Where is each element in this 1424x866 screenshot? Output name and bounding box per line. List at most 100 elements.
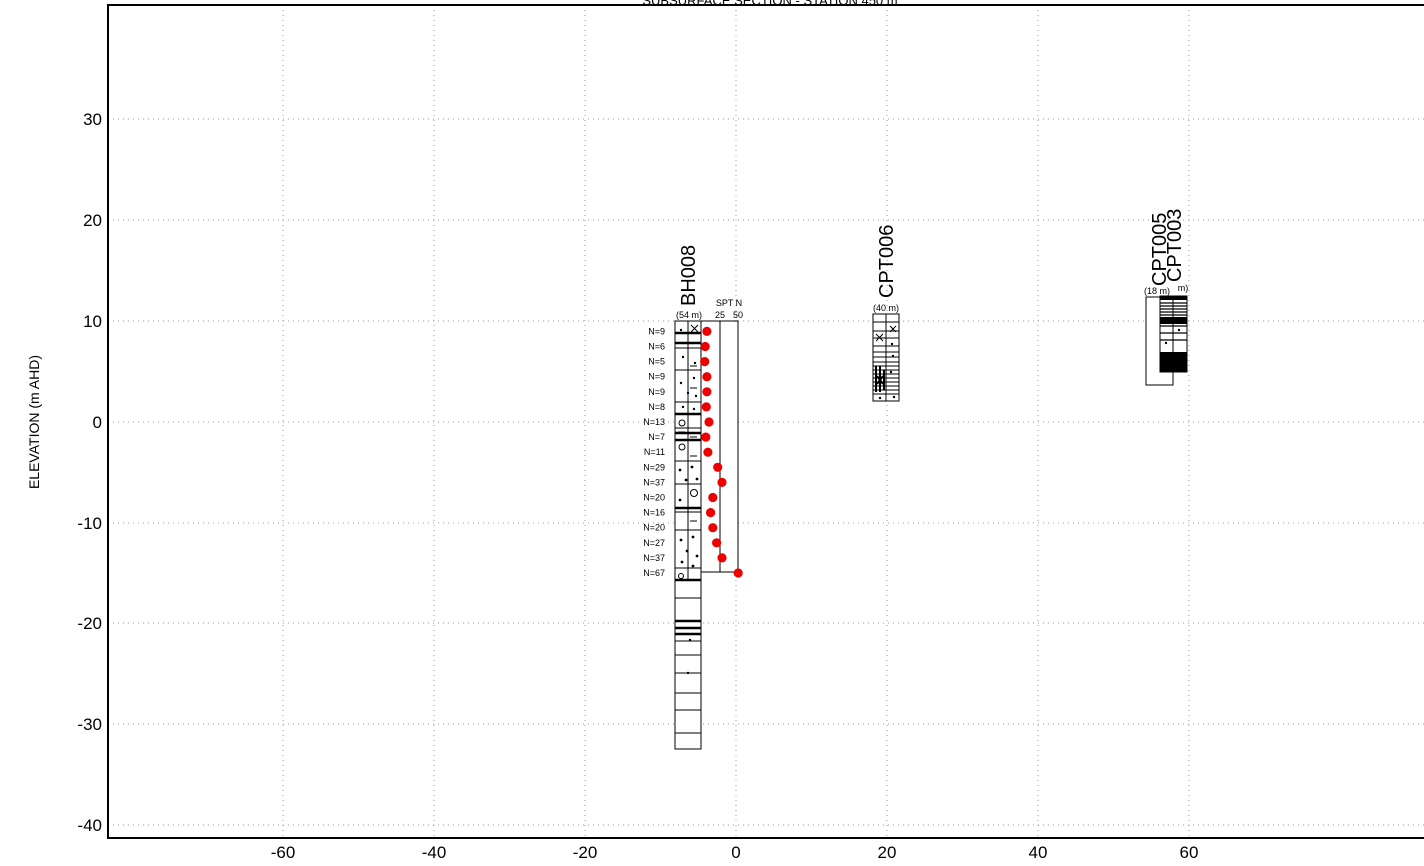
y-tick-label: -40 — [77, 816, 102, 835]
sand-dot — [681, 405, 685, 409]
y-tick-label: -10 — [77, 514, 102, 533]
cpt-cpt003[interactable]: CPT003 m) — [1159, 209, 1189, 373]
spt-point — [706, 507, 716, 518]
borehole-id: BH008 — [678, 245, 700, 306]
cpt-cpt006[interactable]: CPT006 (40 m) — [872, 225, 900, 402]
spt-value-label: N=13 — [643, 417, 665, 427]
spt-value-label: N=9 — [648, 326, 665, 336]
borehole-layers — [675, 331, 701, 734]
spt-value-label: N=20 — [643, 523, 665, 533]
spt-point — [708, 492, 718, 503]
spt-points — [700, 326, 743, 578]
spt-point — [708, 523, 718, 533]
fill-cross — [690, 324, 699, 333]
borehole-offset: (40 m) — [873, 303, 899, 313]
spt-point — [717, 553, 727, 563]
spt-value-label: N=20 — [643, 493, 665, 503]
spt-value-label: N=9 — [648, 387, 665, 397]
spt-value-label: N=5 — [648, 357, 665, 367]
spt-value-label: N=37 — [643, 553, 665, 563]
fill-cross — [875, 325, 897, 342]
sand-dot — [892, 395, 896, 399]
horizontal-gridlines — [108, 118, 1424, 826]
sand-dot — [688, 638, 692, 642]
spt-scale-label: 50 — [733, 310, 743, 320]
spt-value-label: N=7 — [648, 432, 665, 442]
sand-dot — [891, 354, 895, 358]
cpt-layers — [873, 321, 899, 400]
spt-value-label: N=8 — [648, 402, 665, 412]
x-tick-label: 20 — [878, 843, 897, 862]
sand-dot — [678, 468, 682, 472]
spt-point — [702, 326, 712, 336]
spt-point — [702, 387, 712, 397]
spt-value-label: N=16 — [643, 508, 665, 518]
x-tick-label: -20 — [573, 843, 598, 862]
sand-dot — [679, 538, 683, 542]
sand-dot — [686, 671, 690, 675]
sand-dot — [692, 407, 696, 411]
spt-labels: N=9 N=6 N=5 N=9 N=9 N=8 N=13 N=7 N=11 N=29 N=37 N=2… — [643, 326, 665, 578]
spt-point — [700, 357, 710, 367]
sand-dot — [889, 370, 893, 374]
spt-point — [704, 417, 714, 427]
x-tick-label: 60 — [1180, 843, 1199, 862]
gravel-circle — [690, 489, 698, 497]
borehole-id: CPT006 — [876, 225, 898, 298]
spt-scale-label: 25 — [715, 310, 725, 320]
sand-dot — [681, 355, 685, 359]
cpt-hatch — [873, 321, 899, 395]
spt-value-label: N=27 — [643, 538, 665, 548]
sand-dot — [1164, 341, 1168, 345]
x-tick-label: -40 — [422, 843, 447, 862]
sand-dot — [878, 396, 882, 400]
spt-point — [701, 432, 711, 442]
spt-point — [717, 477, 727, 487]
sand-dot — [680, 560, 684, 564]
spt-point — [701, 402, 711, 412]
sand-dot — [890, 342, 894, 346]
y-tick-label: -30 — [77, 715, 102, 734]
y-axis-title: ELEVATION (m AHD) — [26, 355, 42, 489]
borehole-bh008[interactable]: BH008 (54 m) — [643, 245, 743, 750]
y-tick-label: 30 — [83, 110, 102, 129]
borehole-offset: (54 m) — [676, 310, 702, 320]
spt-point — [703, 447, 713, 457]
sand-dot — [685, 549, 689, 553]
spt-point — [700, 341, 710, 352]
spt-value-label: N=6 — [648, 342, 665, 352]
spt-value-label: N=29 — [643, 462, 665, 472]
borehole-offset: (18 m) — [1144, 286, 1170, 296]
x-tick-label: -60 — [271, 843, 296, 862]
sand-dot — [686, 391, 690, 395]
x-tick-label: 0 — [731, 843, 740, 862]
cpt-layers — [1160, 296, 1187, 372]
sand-dot — [691, 564, 695, 568]
clay-dash — [678, 365, 697, 522]
spt-graph-title: SPT N — [716, 298, 742, 308]
y-tick-label: 0 — [93, 413, 102, 432]
borehole-hatching — [678, 324, 699, 675]
sand-dot — [678, 498, 682, 502]
borehole-id: CPT003 — [1164, 209, 1186, 282]
sand-dot — [1177, 328, 1181, 332]
sand-dot — [695, 554, 699, 558]
spt-point — [733, 568, 743, 578]
spt-point — [712, 538, 722, 548]
cpt-hatch-thick — [875, 366, 885, 392]
plot-frame — [107, 4, 1424, 839]
gravel-circle — [678, 443, 686, 451]
gravel-circle — [678, 419, 686, 427]
sand-dot — [690, 465, 694, 469]
sand-dot — [694, 394, 698, 398]
spt-value-label: N=67 — [643, 568, 665, 578]
gravel-circle — [678, 573, 684, 579]
sand-dot — [691, 535, 695, 539]
borehole-offset: m) — [1178, 283, 1189, 293]
sand-dot — [679, 381, 683, 385]
spt-point — [702, 372, 712, 382]
spt-point — [713, 462, 723, 472]
sand-dot — [679, 328, 683, 332]
sand-dot — [693, 361, 697, 365]
sand-dot — [695, 477, 699, 481]
